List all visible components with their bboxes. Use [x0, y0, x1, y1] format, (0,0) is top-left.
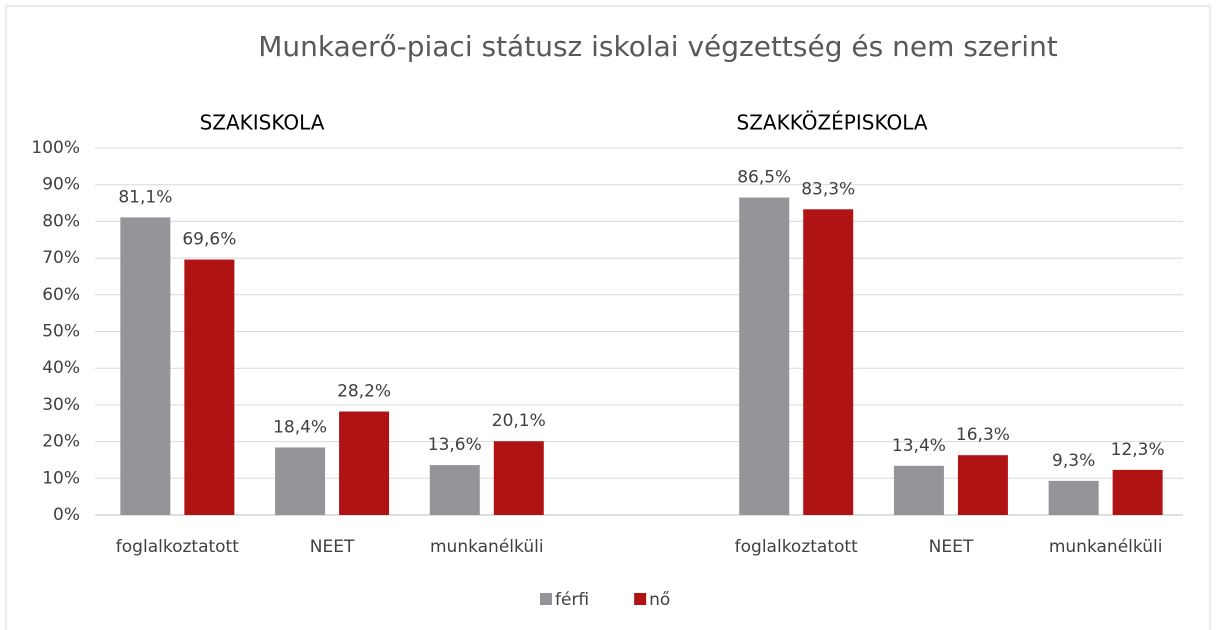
y-tick-label: 0%	[53, 505, 80, 525]
x-tick-label: munkanélküli	[1049, 537, 1163, 557]
value-label: 28,2%	[337, 382, 391, 402]
x-tick-label: foglalkoztatott	[735, 537, 858, 557]
y-tick-label: 100%	[31, 138, 80, 158]
chart-title: Munkaerő-piaci státusz iskolai végzettsé…	[258, 30, 1058, 63]
y-tick-label: 50%	[42, 322, 80, 342]
value-label: 81,1%	[118, 187, 172, 207]
x-tick-label: NEET	[310, 537, 355, 557]
bar	[893, 465, 944, 515]
value-label: 13,4%	[892, 436, 946, 456]
y-tick-label: 20%	[42, 432, 80, 452]
group-label: SZAKKÖZÉPISKOLA	[737, 111, 928, 135]
value-label: 12,3%	[1111, 440, 1165, 460]
group-label: SZAKISKOLA	[200, 111, 325, 135]
y-tick-label: 40%	[42, 358, 80, 378]
value-label: 13,6%	[428, 435, 482, 455]
y-tick-label: 30%	[42, 395, 80, 415]
bar	[429, 465, 480, 515]
bar	[120, 217, 171, 515]
bar	[339, 411, 390, 515]
legend-label: nő	[649, 590, 670, 610]
x-tick-label: foglalkoztatott	[116, 537, 239, 557]
x-tick-label: munkanélküli	[430, 537, 544, 557]
bar	[493, 441, 544, 515]
value-label: 86,5%	[737, 168, 791, 188]
legend-label: férfi	[555, 590, 589, 610]
bar	[1048, 480, 1099, 515]
y-tick-label: 70%	[42, 248, 80, 268]
y-tick-label: 80%	[42, 211, 80, 231]
bar	[184, 259, 235, 515]
value-label: 20,1%	[492, 411, 546, 431]
y-tick-label: 60%	[42, 285, 80, 305]
bar	[803, 209, 854, 515]
y-tick-label: 90%	[42, 175, 80, 195]
bar	[739, 197, 790, 516]
value-label: 16,3%	[956, 425, 1010, 445]
legend-swatch	[540, 593, 552, 605]
y-tick-label: 10%	[42, 468, 80, 488]
x-tick-label: NEET	[929, 537, 974, 557]
bar	[957, 455, 1008, 515]
legend-swatch	[634, 593, 647, 605]
value-label: 9,3%	[1052, 451, 1095, 471]
value-label: 69,6%	[182, 230, 236, 250]
value-label: 83,3%	[801, 179, 855, 199]
bar	[275, 447, 326, 515]
bar	[1112, 469, 1163, 515]
value-label: 18,4%	[273, 417, 327, 437]
